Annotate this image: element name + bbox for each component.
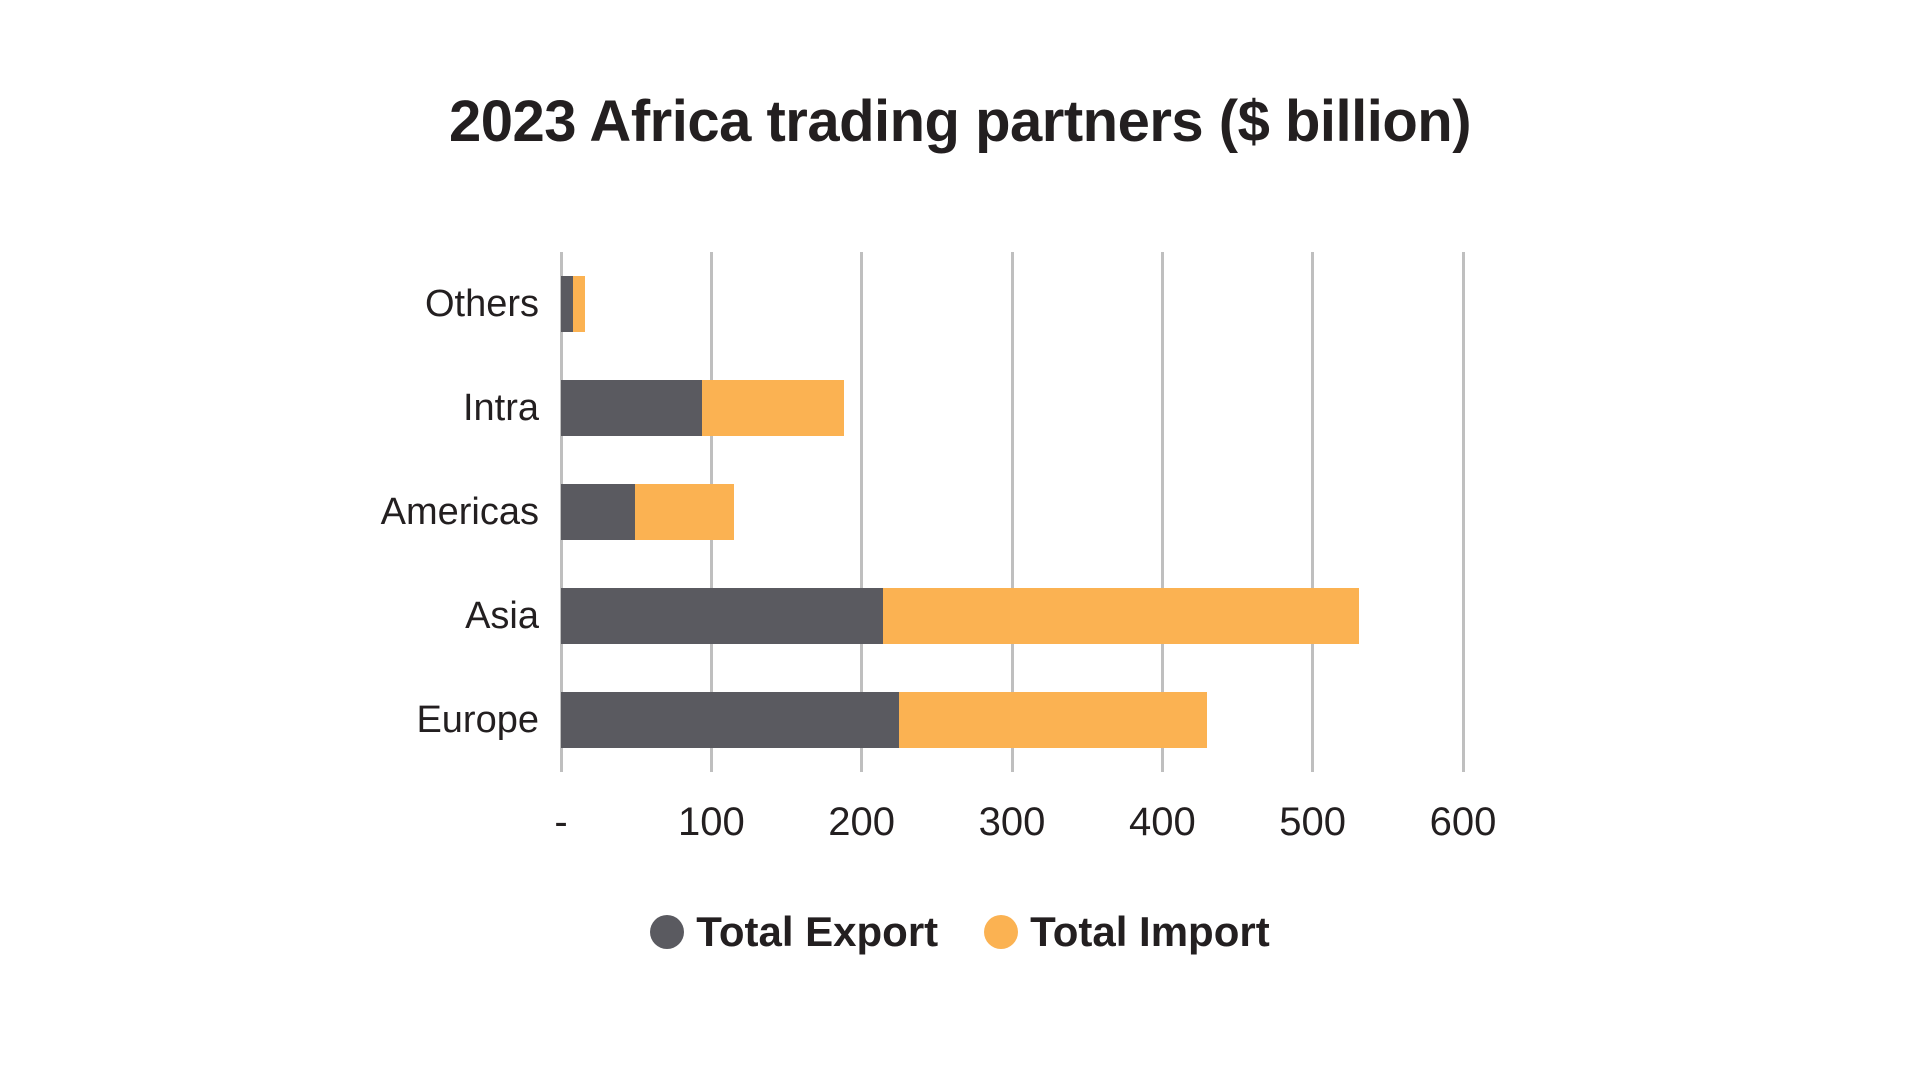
legend-circle-icon [650,915,685,949]
y-axis-label-americas: Americas [380,491,539,533]
stacked-bar[interactable] [561,276,586,332]
x-axis-tick-600: 600 [1429,800,1497,844]
stacked-bar[interactable] [561,380,844,436]
bar-row [561,356,1463,460]
stacked-bar[interactable] [561,588,1360,644]
legend-item-total-import[interactable]: Total Import [984,908,1270,956]
gridline-200 [860,252,864,772]
gridline-600 [1461,252,1465,772]
bar-segment-total-export[interactable] [561,692,900,748]
bar-segment-total-export[interactable] [561,484,635,540]
legend-label: Total Export [696,908,939,955]
stacked-bar[interactable] [561,692,1208,748]
bar-segment-total-import[interactable] [882,588,1360,644]
x-axis-tick-100: 100 [677,800,745,844]
x-axis-tick-200: 200 [828,800,896,844]
chart-legend: Total Export Total Import [0,908,1920,956]
x-axis-tick-300: 300 [978,800,1046,844]
bar-segment-total-export[interactable] [561,588,883,644]
gridline-300 [1010,252,1014,772]
bar-segment-total-import[interactable] [702,380,844,436]
chart-title: 2023 Africa trading partners ($ billion) [448,89,1472,154]
y-axis-label-intra: Intra [462,387,539,429]
legend-item-total-export[interactable]: Total Export [650,908,938,956]
gridline-400 [1160,252,1164,772]
y-axis-label-asia: Asia [465,595,539,637]
x-axis-tick-labels: - 100 200 300 400 500 600 [554,800,1496,860]
plot-area [559,252,1465,772]
y-axis-label-others: Others [424,283,539,325]
bar-row [561,668,1463,772]
bar-segment-total-export[interactable] [561,380,703,436]
x-axis-tick-0: - [554,800,568,844]
bar-segment-total-import[interactable] [899,692,1208,748]
bar-row [561,564,1463,668]
x-axis-tick-400: 400 [1128,800,1196,844]
stacked-bar[interactable] [561,484,734,540]
bar-row [561,460,1463,564]
bar-row [561,252,1463,356]
bar-segment-total-export[interactable] [561,276,574,332]
gridline-500 [1311,252,1315,772]
bar-segment-total-import[interactable] [634,484,734,540]
x-axis-tick-500: 500 [1279,800,1347,844]
bar-segment-total-import[interactable] [573,276,586,332]
y-axis-label-europe: Europe [416,699,539,741]
legend-circle-icon [984,915,1019,949]
legend-label: Total Import [1030,908,1270,955]
